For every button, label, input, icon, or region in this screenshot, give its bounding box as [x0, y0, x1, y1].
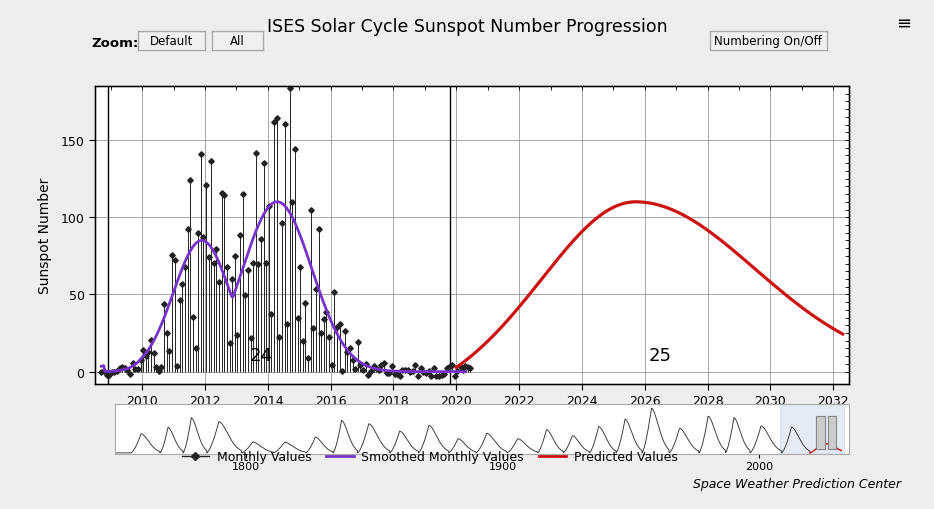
Text: 25: 25: [649, 346, 672, 364]
Text: Zoom:: Zoom:: [92, 37, 139, 50]
Text: Space Weather Prediction Center: Space Weather Prediction Center: [693, 477, 901, 490]
Text: All: All: [231, 35, 245, 48]
Text: 24: 24: [250, 346, 273, 364]
Y-axis label: Sunspot Number: Sunspot Number: [38, 178, 52, 294]
Text: ISES Solar Cycle Sunspot Number Progression: ISES Solar Cycle Sunspot Number Progress…: [267, 18, 667, 36]
Text: Default: Default: [150, 35, 193, 48]
Bar: [780, 404, 843, 454]
Text: ≡: ≡: [897, 14, 912, 32]
Text: Numbering On/Off: Numbering On/Off: [715, 35, 822, 48]
X-axis label: Universal Time: Universal Time: [420, 412, 524, 427]
Legend: Monthly Values, Smoothed Monthly Values, Predicted Values: Monthly Values, Smoothed Monthly Values,…: [177, 445, 683, 468]
